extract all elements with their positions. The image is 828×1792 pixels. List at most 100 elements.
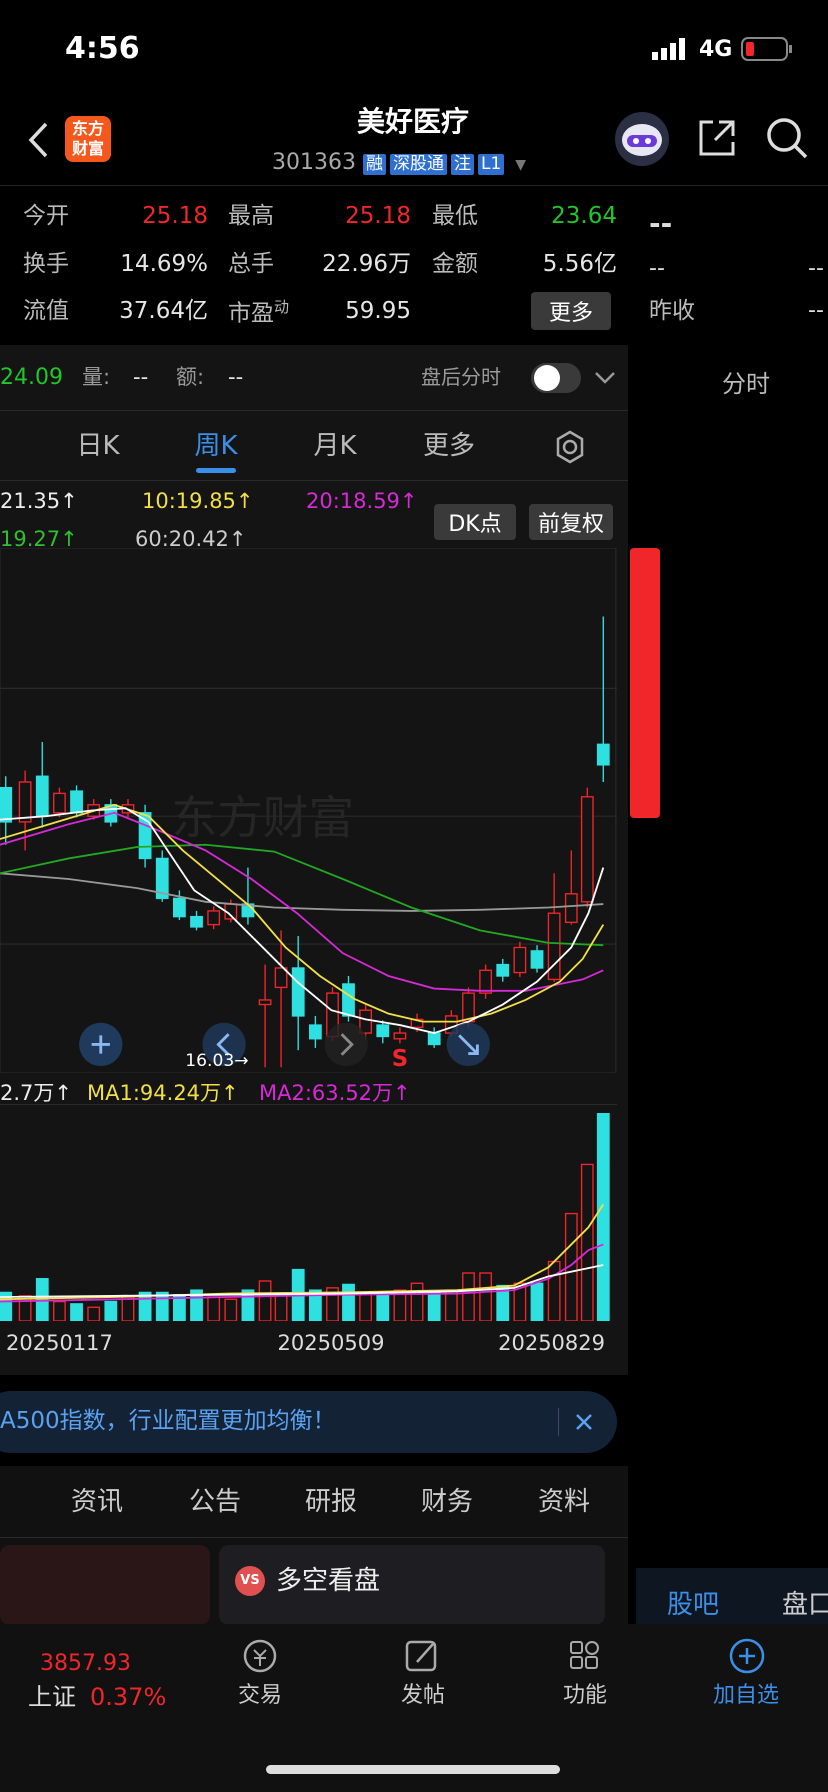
more-button[interactable]: 更多: [531, 292, 611, 330]
bottom-nav: [0, 1624, 828, 1792]
nav-item[interactable]: 发帖: [400, 1683, 446, 1708]
volume-bar: [274, 1294, 288, 1321]
card[interactable]: [219, 1545, 605, 1625]
after-hours-label: 额:: [176, 365, 205, 389]
quote-label: 今开: [23, 203, 69, 229]
volume-bar: [547, 1260, 561, 1321]
quote-label-text: 市盈: [228, 300, 274, 327]
divider: [0, 185, 828, 186]
nav-item[interactable]: 加自选: [712, 1683, 780, 1708]
tab-underline: [196, 468, 236, 473]
volume-bar: [376, 1291, 390, 1321]
volume-bar: [427, 1291, 441, 1321]
candle-body: [479, 969, 493, 994]
period-tab[interactable]: 更多: [422, 431, 476, 461]
trade-icon[interactable]: [240, 1638, 280, 1674]
candle-body: [376, 1024, 390, 1038]
volume-bar: [410, 1282, 424, 1321]
tag: 深股通: [389, 154, 447, 175]
function-icon[interactable]: [565, 1638, 605, 1674]
side-tab[interactable]: 分时: [722, 370, 770, 398]
quote-label: 最高: [228, 203, 274, 229]
back-button[interactable]: [26, 120, 52, 160]
side-tab-bar: [636, 1568, 828, 1624]
volume-bar: [87, 1306, 101, 1321]
period-tab-active[interactable]: 周K: [194, 431, 238, 461]
side-bar: [630, 548, 660, 818]
candle-body: [359, 1009, 373, 1034]
card[interactable]: [0, 1545, 210, 1625]
candle-body: [342, 983, 355, 1017]
settings-button[interactable]: [553, 430, 587, 464]
period-tab[interactable]: 日K: [76, 431, 120, 461]
volume-bar: [207, 1296, 221, 1321]
quote-label: 总手: [228, 251, 274, 277]
dk-button[interactable]: DK点: [434, 504, 516, 540]
quote-value: 5.56亿: [542, 251, 617, 277]
search-button[interactable]: [765, 116, 809, 160]
candle-body: [308, 1024, 322, 1040]
candle-body: [530, 950, 544, 969]
nav-item[interactable]: 交易: [237, 1683, 283, 1708]
volume-bar: [138, 1291, 152, 1321]
date-label: 20250117: [6, 1331, 113, 1355]
kline-chart: 东方财富: [0, 548, 617, 1073]
close-banner[interactable]: [574, 1412, 594, 1432]
post-icon[interactable]: [403, 1638, 443, 1674]
period-tab[interactable]: 月K: [313, 431, 357, 461]
banner-text: A500指数，行业配置更加均衡！: [0, 1408, 336, 1434]
after-hours-toggle[interactable]: [530, 361, 620, 395]
next-button[interactable]: [324, 1022, 368, 1067]
volume-bar: [258, 1280, 272, 1321]
volume-bar: [393, 1289, 407, 1321]
share-button[interactable]: [697, 118, 737, 158]
side-bottom-tab[interactable]: 盘口: [782, 1590, 828, 1620]
info-tab[interactable]: 财务: [420, 1487, 474, 1517]
index-name: 上证: [28, 1683, 76, 1711]
side-label: 昨收: [649, 298, 695, 324]
candle-body: [564, 893, 578, 924]
prev-button[interactable]: [202, 1022, 246, 1067]
info-tab[interactable]: 公告: [188, 1487, 242, 1517]
tag: 注: [450, 154, 474, 175]
robot-icon[interactable]: [612, 110, 672, 168]
candle-body: [0, 786, 13, 823]
volume-bar: [580, 1163, 594, 1321]
banner[interactable]: [0, 1391, 617, 1453]
volume-bar: [342, 1283, 355, 1321]
side-bottom-tab[interactable]: 股吧: [666, 1590, 720, 1620]
volume-bar: [530, 1282, 544, 1321]
stock-code: 301363: [272, 150, 356, 175]
chart-frame: [0, 548, 617, 1073]
divider: [0, 1537, 628, 1538]
volume-bar: [70, 1303, 83, 1321]
app-logo: 东方 财富: [65, 116, 111, 162]
quote-value: 37.64亿: [119, 298, 208, 324]
ma-legend: 10:19.85↑: [142, 489, 254, 513]
volume-bar: [241, 1289, 255, 1321]
volume-bar: [190, 1289, 203, 1321]
stock-title: 美好医疗: [356, 105, 470, 138]
candle-body: [513, 946, 527, 974]
info-tab[interactable]: 资料: [537, 1487, 591, 1517]
volume-bar: [596, 1113, 610, 1321]
volume-ma-line: [0, 1243, 604, 1303]
candle-body: [258, 999, 272, 1006]
ma-legend: 20:18.59↑: [306, 489, 418, 513]
nav-item[interactable]: 功能: [562, 1683, 608, 1708]
index-value: 3857.93: [40, 1651, 131, 1676]
volume-bar: [359, 1291, 373, 1321]
candle-body: [291, 967, 305, 1017]
add-watch-icon[interactable]: [727, 1638, 767, 1674]
info-tab[interactable]: 资讯: [70, 1487, 124, 1517]
card-title: 多空看盘: [276, 1566, 381, 1596]
ma-legend: 21.35↑: [0, 489, 78, 513]
adjust-button[interactable]: 前复权: [529, 504, 613, 540]
candle-body: [190, 915, 203, 928]
low-marker: 16.03→: [185, 1051, 248, 1071]
volume-bar: [104, 1300, 118, 1321]
quote-label-sup: 动: [274, 298, 290, 316]
info-tab[interactable]: 研报: [304, 1487, 358, 1517]
signal-marker: S: [392, 1046, 408, 1072]
candle-body: [138, 812, 152, 860]
